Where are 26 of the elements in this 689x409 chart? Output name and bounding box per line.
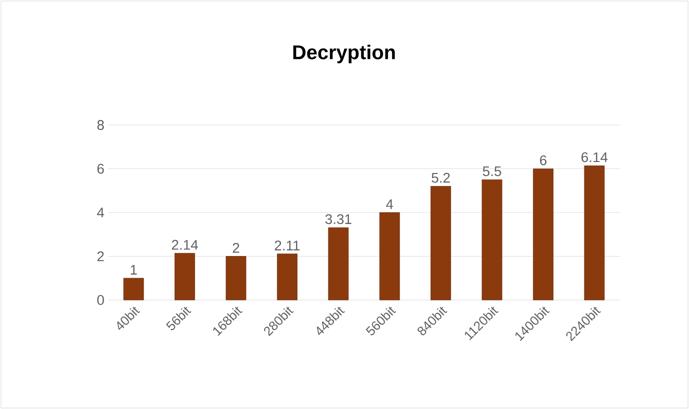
data-label: 4 (386, 199, 394, 209)
data-label: 1 (130, 265, 137, 275)
data-label: 2.11 (274, 240, 300, 250)
bar (379, 212, 400, 300)
data-label: 5.2 (432, 172, 450, 183)
bar (430, 186, 452, 300)
data-label: 5.5 (482, 166, 502, 176)
data-label: 6.14 (582, 152, 608, 162)
data-label: 3.31 (325, 214, 352, 224)
bar (277, 254, 298, 300)
bar (482, 179, 502, 300)
bar (123, 278, 144, 300)
bar (584, 165, 605, 300)
bar (174, 252, 195, 300)
y-tick-label: 6 (97, 164, 104, 174)
data-label: 2.14 (172, 240, 198, 250)
y-tick-label: 8 (97, 120, 104, 130)
data-label: 2 (232, 242, 240, 253)
chart-title: Decryption (293, 44, 395, 64)
y-tick-label: 2 (97, 251, 104, 262)
bar (328, 227, 349, 300)
bar (226, 256, 246, 300)
y-tick-label: 4 (97, 208, 104, 218)
y-tick-label: 0 (97, 295, 104, 305)
data-label: 6 (540, 155, 546, 166)
bar (533, 168, 554, 300)
